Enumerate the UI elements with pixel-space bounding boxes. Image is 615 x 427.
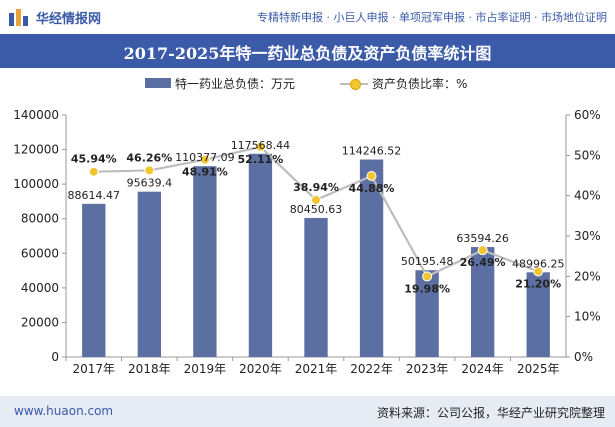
x-tick-label: 2019年 (184, 362, 227, 376)
data-source: 资料来源：公司公报，华经产业研究院整理 (376, 406, 605, 420)
y-left-tick-label: 100000 (13, 177, 59, 191)
x-tick-label: 2025年 (517, 362, 560, 376)
ratio-point-5 (311, 194, 321, 205)
y-left-tick-label: 40000 (21, 281, 59, 295)
bar-9 (526, 272, 550, 357)
bar-6 (359, 159, 384, 357)
bar-8 (471, 247, 495, 357)
x-tick-label: 2018年 (128, 362, 171, 376)
ratio-point-8 (477, 245, 488, 256)
y-right-tick-label: 40% (574, 189, 601, 203)
bar-value-label: 50195.48 (401, 255, 454, 268)
bar-5 (304, 217, 328, 357)
ratio-point-9 (533, 266, 544, 277)
bar-2 (137, 191, 161, 357)
bar-7 (415, 270, 439, 357)
y-left-tick-label: 0 (51, 350, 59, 364)
bar-value-label: 80450.63 (290, 203, 343, 216)
ratio-point-4 (255, 141, 266, 152)
y-right-tick-label: 20% (574, 269, 601, 283)
ratio-point-6 (366, 170, 377, 181)
x-tick-label: 2020年 (239, 362, 282, 376)
y-right-tick-label: 30% (574, 229, 601, 243)
y-right-tick-label: 50% (574, 148, 601, 162)
ratio-value-label: 21.20% (515, 277, 561, 290)
y-left-tick-label: 60000 (21, 246, 59, 260)
chart-title: 2017-2025年特一药业总负债及资产负债率统计图 (123, 44, 492, 63)
y-left-tick-label: 120000 (13, 143, 59, 157)
ratio-value-label: 52.11% (238, 153, 284, 166)
bar-4 (248, 153, 273, 357)
legend-bar-label: 特一药业总负债：万元 (175, 77, 296, 91)
ratio-value-label: 26.49% (460, 256, 506, 269)
huajing-logo-icon (9, 9, 28, 26)
y-left-tick-label: 20000 (21, 315, 59, 329)
service-tags: 专精特新申报 · 小巨人申报 · 单项冠军申报 · 市占率证明 · 市场地位证明 (257, 11, 607, 24)
bar-value-label: 63594.26 (456, 232, 509, 245)
legend-line-label: 资产负债比率：% (372, 77, 468, 91)
top-bar: 华经情报网 专精特新申报 · 小巨人申报 · 单项冠军申报 · 市占率证明 · … (0, 0, 615, 34)
x-tick-label: 2021年 (295, 362, 338, 376)
bar-value-label: 48996.25 (512, 257, 565, 270)
bar-1 (82, 203, 106, 357)
x-tick-label: 2023年 (406, 362, 449, 376)
ratio-value-label: 45.94% (71, 153, 117, 166)
ratio-value-label: 46.26% (126, 151, 172, 164)
y-right-tick-label: 60% (574, 108, 601, 122)
legend-bar-swatch (145, 78, 171, 88)
bar-value-label: 110377.09 (175, 151, 235, 164)
combo-chart: 0 20000 40000 60000 80000 100000 120000 140000 0… (13, 108, 601, 376)
bar-3 (193, 166, 217, 357)
ratio-point-3 (199, 154, 210, 165)
y-left-tick-label: 140000 (13, 108, 59, 122)
ratio-point-2 (144, 165, 155, 176)
y-right-tick-label: 0% (574, 350, 593, 364)
ratio-value-label: 19.98% (404, 282, 450, 295)
bar-value-label: 95639.4 (127, 177, 173, 190)
footer-bar: www.huaon.com 资料来源：公司公报，华经产业研究院整理 (0, 396, 615, 427)
legend-marker-swatch (350, 79, 361, 90)
x-tick-label: 2024年 (461, 362, 504, 376)
y-left-tick-label: 80000 (21, 212, 59, 226)
site-url: www.huaon.com (14, 404, 114, 418)
ratio-value-label: 38.94% (293, 181, 339, 194)
ratio-point-7 (422, 271, 433, 282)
chart-legend: 特一药业总负债：万元 资产负债比率：% (0, 74, 615, 92)
bar-value-label: 88614.47 (68, 189, 121, 202)
ratio-value-label: 44.88% (349, 182, 395, 195)
bar-value-label: 117568.44 (231, 139, 291, 152)
ratio-point-1 (88, 166, 99, 177)
title-bar: 2017-2025年特一药业总负债及资产负债率统计图 (0, 34, 615, 68)
x-tick-label: 2017年 (73, 362, 116, 376)
y-right-tick-label: 10% (574, 310, 601, 324)
brand-name: 华经情报网 (36, 12, 102, 27)
x-tick-label: 2022年 (350, 362, 393, 376)
bar-value-label: 114246.52 (342, 145, 402, 158)
ratio-value-label: 48.91% (182, 166, 228, 179)
